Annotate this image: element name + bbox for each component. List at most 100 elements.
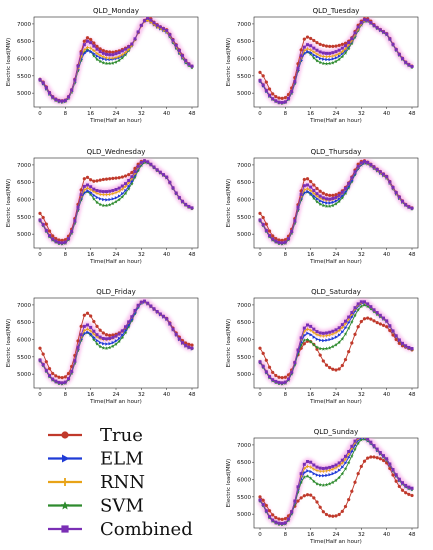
point-qld-tuesday-combined-24 xyxy=(334,50,338,54)
point-qld-saturday-rnn-25 xyxy=(337,328,341,333)
point-qld-sunday-true-48 xyxy=(410,493,414,498)
point-qld-friday-combined-26 xyxy=(120,329,124,333)
point-qld-tuesday-combined-37 xyxy=(375,26,379,30)
point-qld-thursday-svm-23 xyxy=(331,203,335,208)
point-qld-monday-svm-18 xyxy=(95,57,99,62)
point-qld-wednesday-true-2 xyxy=(44,222,48,226)
panel-title-qld-tuesday: QLD_Tuesday xyxy=(313,7,360,15)
point-qld-saturday-rnn-16 xyxy=(309,328,313,332)
point-qld-monday-true-14 xyxy=(82,39,86,43)
point-qld-thursday-elm-25 xyxy=(337,197,342,201)
point-qld-thursday-svm-17 xyxy=(312,196,316,200)
point-qld-saturday-combined-24 xyxy=(334,328,338,332)
point-qld-saturday-elm-15 xyxy=(306,331,310,336)
point-qld-monday-combined-33 xyxy=(143,19,146,23)
point-qld-friday-elm-25 xyxy=(117,336,122,341)
point-qld-sunday-true-36 xyxy=(372,455,376,459)
point-qld-monday-combined-12 xyxy=(76,64,80,68)
point-qld-friday-true-48 xyxy=(190,343,194,347)
point-qld-sunday-elm-24 xyxy=(334,470,338,474)
y-tick-label-qld-monday-6500: 6500 xyxy=(17,39,31,45)
point-qld-thursday-combined-26 xyxy=(340,190,344,194)
point-qld-wednesday-elm-22 xyxy=(108,197,112,202)
point-qld-thursday-rnn-15 xyxy=(305,187,310,191)
y-tick-label-qld-wednesday-5000: 5000 xyxy=(17,232,31,238)
point-qld-saturday-combined-41 xyxy=(388,324,392,328)
point-qld-thursday-combined-10 xyxy=(290,229,294,233)
point-qld-saturday-combined-39 xyxy=(382,316,385,320)
point-qld-thursday-elm-18 xyxy=(315,197,319,201)
point-qld-thursday-combined-12 xyxy=(296,205,300,209)
point-qld-tuesday-rnn-25 xyxy=(337,52,341,56)
point-qld-thursday-elm-19 xyxy=(318,199,323,203)
y-tick-label-qld-thursday-5500: 5500 xyxy=(237,215,251,221)
point-qld-wednesday-elm-15 xyxy=(86,189,90,193)
point-qld-wednesday-svm-25 xyxy=(117,197,121,202)
point-qld-tuesday-true-2 xyxy=(264,80,268,84)
point-qld-monday-rnn-22 xyxy=(108,56,112,60)
point-qld-tuesday-combined-45 xyxy=(401,57,404,61)
point-qld-thursday-combined-37 xyxy=(375,167,379,171)
point-qld-thursday-combined-40 xyxy=(385,175,389,179)
point-qld-monday-combined-15 xyxy=(86,39,89,43)
point-qld-sunday-true-0 xyxy=(258,495,262,499)
point-qld-tuesday-true-4 xyxy=(271,92,275,96)
point-qld-thursday-svm-22 xyxy=(327,204,332,208)
point-qld-saturday-combined-2 xyxy=(264,370,268,374)
point-qld-wednesday-svm-27 xyxy=(123,191,128,196)
point-qld-wednesday-combined-36 xyxy=(152,165,156,169)
point-qld-friday-elm-19 xyxy=(98,340,103,345)
point-qld-tuesday-elm-22 xyxy=(328,57,332,62)
point-qld-saturday-elm-24 xyxy=(334,335,338,339)
point-qld-saturday-rnn-17 xyxy=(312,331,316,335)
point-qld-saturday-true-38 xyxy=(378,322,382,326)
point-qld-friday-elm-18 xyxy=(95,338,99,343)
point-qld-monday-combined-5 xyxy=(54,97,58,101)
point-qld-monday-rnn-15 xyxy=(85,45,90,50)
point-qld-monday-true-20 xyxy=(101,48,105,53)
x-tick-label-qld-friday-0: 0 xyxy=(38,392,42,398)
point-qld-sunday-true-47 xyxy=(407,492,411,497)
point-qld-saturday-svm-27 xyxy=(343,332,348,336)
point-qld-thursday-combined-42 xyxy=(391,185,395,189)
point-qld-thursday-svm-24 xyxy=(334,201,338,206)
point-qld-saturday-combined-20 xyxy=(321,331,325,335)
point-qld-thursday-true-18 xyxy=(315,186,319,191)
point-qld-wednesday-rnn-27 xyxy=(123,184,128,188)
point-qld-saturday-rnn-21 xyxy=(324,334,329,338)
point-qld-saturday-combined-9 xyxy=(287,377,290,381)
y-axis-label-qld-wednesday: Electric load(MW) xyxy=(6,179,12,227)
point-qld-monday-true-18 xyxy=(95,44,99,49)
point-qld-wednesday-true-19 xyxy=(98,178,102,182)
point-qld-sunday-svm-17 xyxy=(312,479,316,484)
point-qld-wednesday-combined-18 xyxy=(95,189,99,193)
point-qld-saturday-combined-22 xyxy=(328,330,332,334)
point-qld-wednesday-combined-38 xyxy=(158,170,162,174)
x-tick-label-qld-sunday-24: 24 xyxy=(333,532,340,538)
point-qld-friday-svm-21 xyxy=(104,346,109,350)
point-qld-thursday-combined-18 xyxy=(315,192,319,196)
y-tick-label-qld-friday-6000: 6000 xyxy=(17,338,31,344)
panel-title-qld-friday: QLD_Friday xyxy=(96,288,136,296)
point-qld-friday-combined-7 xyxy=(60,381,64,385)
point-qld-sunday-true-43 xyxy=(394,479,398,483)
point-qld-friday-svm-17 xyxy=(92,337,96,342)
point-qld-monday-combined-22 xyxy=(108,53,112,57)
point-qld-saturday-combined-40 xyxy=(385,319,389,323)
point-qld-thursday-combined-21 xyxy=(325,197,328,201)
point-qld-wednesday-combined-44 xyxy=(177,195,181,199)
panel-title-qld-sunday: QLD_Sunday xyxy=(314,428,359,436)
point-qld-thursday-true-4 xyxy=(271,234,275,238)
point-qld-sunday-svm-20 xyxy=(321,483,326,487)
point-qld-wednesday-combined-3 xyxy=(48,234,51,238)
x-tick-label-qld-thursday-40: 40 xyxy=(383,252,390,258)
point-qld-wednesday-combined-11 xyxy=(73,219,77,223)
point-qld-wednesday-svm-17 xyxy=(92,197,96,201)
point-qld-sunday-true-17 xyxy=(312,496,316,500)
point-qld-tuesday-true-3 xyxy=(267,87,272,91)
legend-item-rnn: RNN xyxy=(48,472,145,493)
point-qld-thursday-combined-27 xyxy=(344,186,347,190)
x-tick-label-qld-tuesday-48: 48 xyxy=(409,111,416,117)
point-qld-thursday-true-0 xyxy=(258,211,262,216)
point-qld-monday-combined-44 xyxy=(177,49,181,53)
